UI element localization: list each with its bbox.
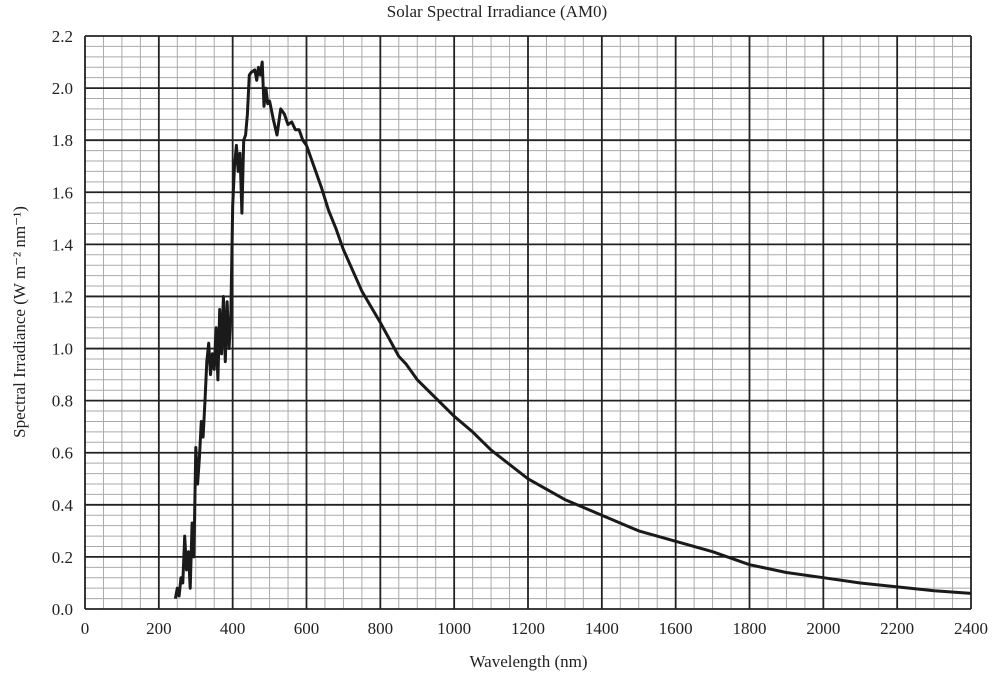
x-tick-label: 2200 [880, 619, 914, 638]
x-tick-label: 1600 [659, 619, 693, 638]
x-tick-label: 1800 [733, 619, 767, 638]
x-tick-label: 400 [220, 619, 246, 638]
x-tick-label: 200 [146, 619, 172, 638]
chart-title: Solar Spectral Irradiance (AM0) [386, 2, 608, 21]
y-tick-label: 2.2 [52, 27, 73, 46]
x-tick-label: 1400 [585, 619, 619, 638]
series-line-am0 [173, 60, 972, 599]
y-tick-label: 0.0 [52, 600, 73, 619]
x-axis-label: Wavelength (nm) [469, 652, 588, 671]
y-axis-label: Spectral Irradiance (W m⁻² nm⁻¹) [10, 206, 29, 438]
x-tick-label: 1200 [511, 619, 545, 638]
y-tick-label: 1.2 [52, 287, 73, 306]
y-tick-label: 0.2 [52, 548, 73, 567]
x-tick-label: 600 [294, 619, 320, 638]
x-tick-label: 1000 [437, 619, 471, 638]
x-tick-label: 800 [368, 619, 394, 638]
x-tick-label: 0 [81, 619, 90, 638]
x-tick-label: 2000 [806, 619, 840, 638]
y-tick-label: 1.6 [52, 183, 73, 202]
x-tick-label: 2400 [954, 619, 988, 638]
y-tick-label: 2.0 [52, 79, 73, 98]
y-tick-label: 0.4 [52, 496, 74, 515]
y-tick-label: 1.4 [52, 235, 74, 254]
y-tick-label: 1.0 [52, 340, 73, 359]
y-tick-label: 1.8 [52, 131, 73, 150]
y-tick-label: 0.6 [52, 444, 73, 463]
y-tick-label: 0.8 [52, 392, 73, 411]
